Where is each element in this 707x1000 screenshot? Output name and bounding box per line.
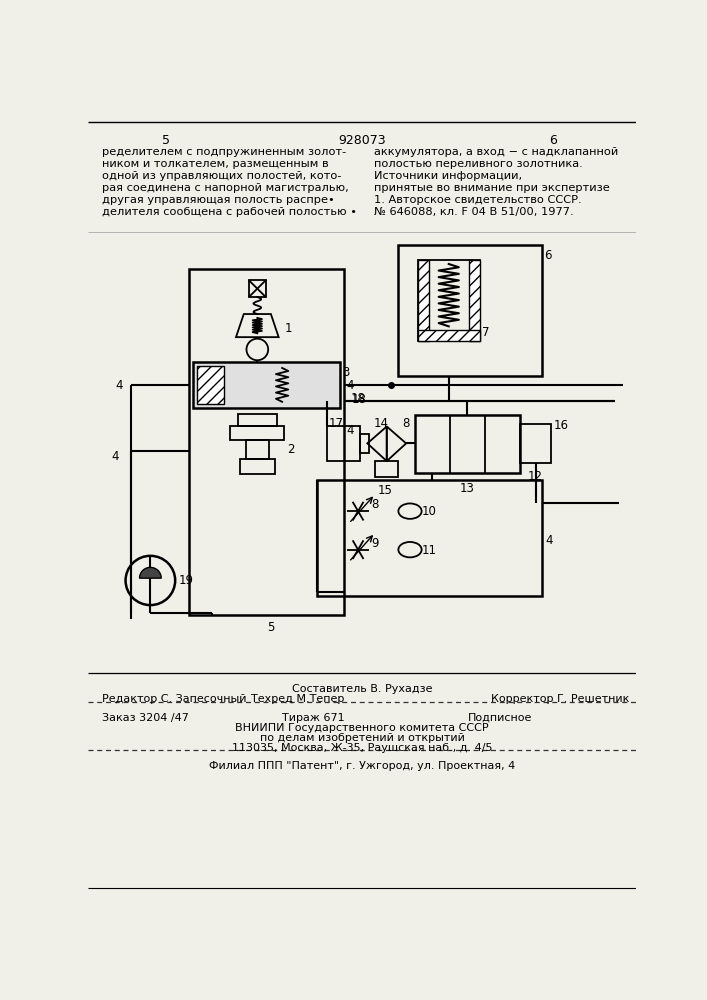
Text: аккумулятора, а вход − с надклапанной: аккумулятора, а вход − с надклапанной xyxy=(373,147,618,157)
Text: 928073: 928073 xyxy=(338,134,386,147)
Text: 5: 5 xyxy=(162,134,170,147)
Bar xyxy=(193,362,340,408)
Text: ВНИИПИ Государственного комитета СССР: ВНИИПИ Государственного комитета СССР xyxy=(235,723,489,733)
Text: 16: 16 xyxy=(554,419,568,432)
Text: ником и толкателем, размещенным в: ником и толкателем, размещенным в xyxy=(103,159,329,169)
Text: 11: 11 xyxy=(421,544,437,556)
Bar xyxy=(520,424,551,463)
Bar xyxy=(317,480,542,596)
Text: 6: 6 xyxy=(544,249,551,262)
Text: Тираж 671: Тираж 671 xyxy=(282,713,344,723)
Text: Источники информации,: Источники информации, xyxy=(373,171,522,181)
Bar xyxy=(240,459,275,474)
Text: 12: 12 xyxy=(528,470,543,483)
Text: 10: 10 xyxy=(421,505,436,518)
Text: Заказ 3204 /47: Заказ 3204 /47 xyxy=(103,713,189,723)
Text: рая соединена с напорной магистралью,: рая соединена с напорной магистралью, xyxy=(103,183,349,193)
Text: 113035, Москва, Ж-35, Раушская наб., д. 4/5: 113035, Москва, Ж-35, Раушская наб., д. … xyxy=(232,743,492,753)
Bar xyxy=(398,245,542,376)
Bar xyxy=(360,434,369,453)
Wedge shape xyxy=(139,567,161,578)
Text: Техред М.Тепер: Техред М.Тепер xyxy=(251,694,344,704)
Text: 5: 5 xyxy=(267,621,274,634)
Bar xyxy=(469,260,480,341)
Bar xyxy=(418,260,480,341)
Text: 4: 4 xyxy=(115,379,123,392)
Bar xyxy=(230,426,284,440)
Text: делителя сообщена с рабочей полостью •: делителя сообщена с рабочей полостью • xyxy=(103,207,357,217)
Text: 18: 18 xyxy=(351,392,366,405)
Text: Составитель В. Рухадзе: Составитель В. Рухадзе xyxy=(292,684,432,694)
Text: 4: 4 xyxy=(546,534,553,547)
Bar xyxy=(375,461,398,477)
Bar xyxy=(418,260,428,341)
Bar xyxy=(418,330,480,341)
Text: Редактор С. Запесочный: Редактор С. Запесочный xyxy=(103,694,247,704)
Text: принятые во внимание при экспертизе: принятые во внимание при экспертизе xyxy=(373,183,609,193)
Bar xyxy=(238,414,276,426)
Text: по делам изобретений и открытий: по делам изобретений и открытий xyxy=(259,733,464,743)
Bar xyxy=(327,426,360,461)
Bar xyxy=(416,415,520,473)
Text: 2: 2 xyxy=(287,443,294,456)
Text: другая управляющая полость распре•: другая управляющая полость распре• xyxy=(103,195,335,205)
Text: одной из управляющих полостей, кото-: одной из управляющих полостей, кото- xyxy=(103,171,341,181)
Text: 4: 4 xyxy=(112,450,119,463)
Text: 4: 4 xyxy=(346,379,354,392)
Text: 13: 13 xyxy=(460,482,475,495)
Bar xyxy=(249,280,266,297)
Text: 8: 8 xyxy=(402,417,409,430)
Bar xyxy=(197,366,224,404)
Text: 18: 18 xyxy=(352,393,367,406)
Text: Филиал ППП "Патент", г. Ужгород, ул. Проектная, 4: Филиал ППП "Патент", г. Ужгород, ул. Про… xyxy=(209,761,515,771)
Text: 4: 4 xyxy=(346,424,354,437)
Bar xyxy=(189,269,344,615)
Text: 1. Авторское свидетельство СССР.: 1. Авторское свидетельство СССР. xyxy=(373,195,581,205)
Text: 17: 17 xyxy=(329,417,344,430)
Text: Подписное: Подписное xyxy=(468,713,532,723)
Bar xyxy=(246,440,269,459)
Text: 3: 3 xyxy=(343,366,350,379)
Text: 1: 1 xyxy=(284,322,292,335)
Text: 14: 14 xyxy=(373,417,389,430)
Text: Корректор Г. Решетник: Корректор Г. Решетник xyxy=(491,694,630,704)
Text: 7: 7 xyxy=(482,326,489,339)
Text: 19: 19 xyxy=(178,574,193,587)
Text: ределителем с подпружиненным золот-: ределителем с подпружиненным золот- xyxy=(103,147,346,157)
Text: полостью переливного золотника.: полостью переливного золотника. xyxy=(373,159,583,169)
Text: 8: 8 xyxy=(371,498,379,511)
Text: 9: 9 xyxy=(371,537,379,550)
Text: № 646088, кл. F 04 B 51/00, 1977.: № 646088, кл. F 04 B 51/00, 1977. xyxy=(373,207,573,217)
Text: 6: 6 xyxy=(549,134,557,147)
Text: 15: 15 xyxy=(378,484,392,497)
